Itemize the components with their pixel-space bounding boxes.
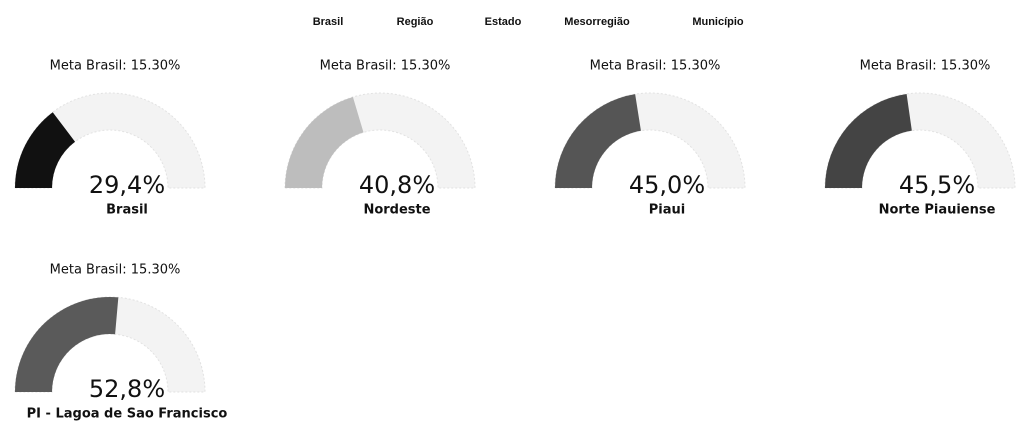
- gauge-fill: [555, 94, 641, 188]
- nav-tab[interactable]: Município: [692, 16, 744, 28]
- gauge-fill: [825, 93, 912, 188]
- gauge-fill: [15, 297, 119, 392]
- gauge-title: Meta Brasil: 15.30%: [590, 59, 721, 74]
- gauge-track: [14, 92, 206, 189]
- gauge-title: Meta Brasil: 15.30%: [860, 59, 991, 74]
- gauge-fill: [285, 96, 364, 188]
- gauge-title: Meta Brasil: 15.30%: [50, 59, 181, 74]
- gauge-value: 40,8%: [359, 171, 435, 199]
- gauge-label: PI - Lagoa de Sao Francisco: [27, 407, 228, 422]
- nav-tab[interactable]: Mesorregião: [564, 16, 630, 28]
- gauge-label: Piaui: [649, 203, 685, 218]
- nav-tab[interactable]: Brasil: [313, 16, 344, 28]
- gauge-fill: [15, 112, 76, 188]
- gauge-label: Nordeste: [363, 203, 430, 218]
- gauge-value: 52,8%: [89, 375, 165, 403]
- gauge-title: Meta Brasil: 15.30%: [320, 59, 451, 74]
- gauge-label: Norte Piauiense: [879, 203, 996, 218]
- gauge-value: 29,4%: [89, 171, 165, 199]
- gauge-title: Meta Brasil: 15.30%: [50, 263, 181, 278]
- gauge-value: 45,5%: [899, 171, 975, 199]
- nav-tab[interactable]: Região: [397, 16, 434, 28]
- gauge-value: 45,0%: [629, 171, 705, 199]
- gauge-label: Brasil: [106, 203, 148, 218]
- nav-tab[interactable]: Estado: [485, 16, 522, 28]
